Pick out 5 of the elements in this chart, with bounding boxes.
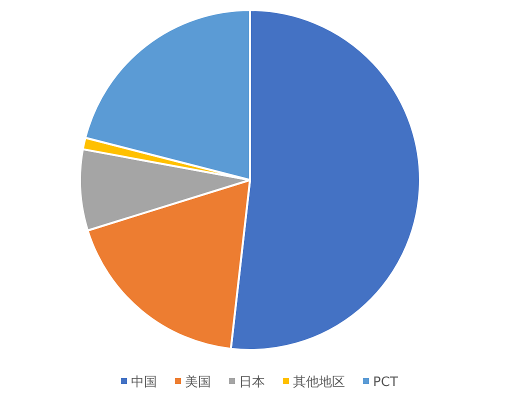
legend-label: PCT — [373, 375, 398, 390]
legend-label: 美国 — [185, 374, 212, 390]
legend-label: 其他地区 — [293, 375, 346, 390]
legend-label: 日本 — [239, 375, 266, 390]
legend-label: 中国 — [131, 375, 158, 390]
